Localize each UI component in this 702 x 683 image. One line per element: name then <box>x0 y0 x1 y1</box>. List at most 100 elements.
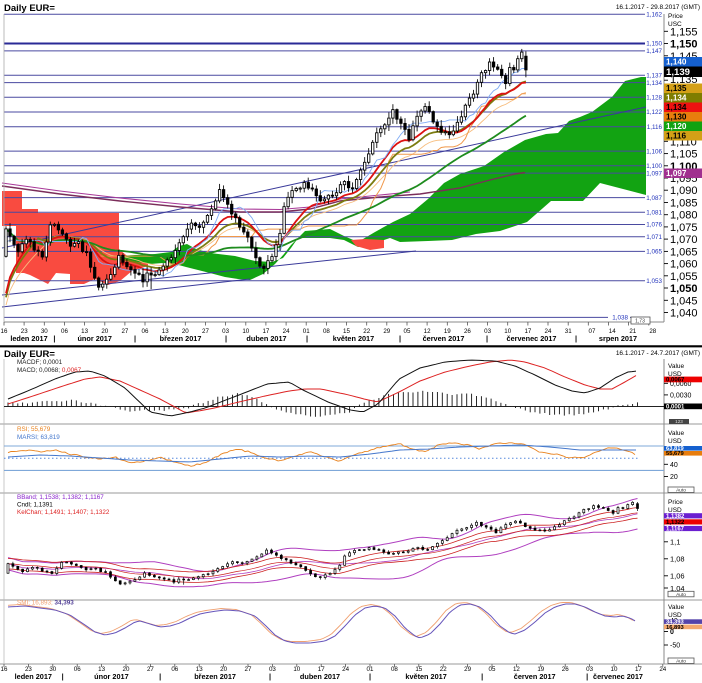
svg-text:Value: Value <box>668 363 685 370</box>
svg-text:06: 06 <box>74 666 81 673</box>
svg-text:|: | <box>53 334 55 343</box>
svg-text:1,162: 1,162 <box>646 11 662 18</box>
svg-text:12: 12 <box>513 666 520 673</box>
svg-text:červenec 2017: červenec 2017 <box>593 672 643 681</box>
svg-text:03: 03 <box>222 328 229 335</box>
svg-text:16.1.2017 - 29.8.2017 (GMT): 16.1.2017 - 29.8.2017 (GMT) <box>616 4 700 11</box>
svg-text:1,097: 1,097 <box>646 170 662 177</box>
svg-text:30: 30 <box>49 666 56 673</box>
svg-text:1,135: 1,135 <box>666 84 687 93</box>
svg-text:63,819: 63,819 <box>666 446 685 452</box>
svg-text:duben 2017: duben 2017 <box>246 334 286 343</box>
svg-text:12: 12 <box>424 328 431 335</box>
svg-text:24: 24 <box>545 328 552 335</box>
svg-text:1,097: 1,097 <box>666 169 687 178</box>
svg-text:13: 13 <box>98 666 105 673</box>
svg-text:1,1322: 1,1322 <box>666 520 685 526</box>
svg-text:20: 20 <box>182 328 189 335</box>
svg-text:16.1.2017 - 24.7.2017 (GMT): 16.1.2017 - 24.7.2017 (GMT) <box>616 350 700 357</box>
svg-text:Value: Value <box>668 430 685 437</box>
svg-text:MACDF; 0,0001: MACDF; 0,0001 <box>17 359 63 366</box>
svg-text:březen 2017: březen 2017 <box>160 334 202 343</box>
svg-text:123: 123 <box>675 419 683 424</box>
svg-text:květen 2017: květen 2017 <box>333 334 374 343</box>
svg-text:Auto: Auto <box>676 659 686 665</box>
svg-text:RSI; 55,679: RSI; 55,679 <box>17 426 51 433</box>
svg-text:03: 03 <box>269 666 276 673</box>
svg-text:1,038: 1,038 <box>612 315 628 322</box>
svg-text:16: 16 <box>1 666 8 673</box>
svg-text:1,73: 1,73 <box>635 319 645 325</box>
svg-text:26: 26 <box>464 328 471 335</box>
svg-text:17: 17 <box>318 666 325 673</box>
svg-text:34,393: 34,393 <box>666 620 685 626</box>
svg-text:14: 14 <box>609 328 616 335</box>
svg-text:24: 24 <box>283 328 290 335</box>
svg-text:1,120: 1,120 <box>666 122 687 131</box>
svg-text:červenec 2017: červenec 2017 <box>507 334 557 343</box>
svg-text:23: 23 <box>25 666 32 673</box>
svg-text:22: 22 <box>363 328 370 335</box>
svg-text:březen 2017: březen 2017 <box>194 672 236 681</box>
svg-text:01: 01 <box>367 666 374 673</box>
svg-text:Value: Value <box>668 604 685 611</box>
svg-text:|: | <box>586 672 588 681</box>
svg-text:0,0001: 0,0001 <box>666 404 685 410</box>
svg-text:15: 15 <box>343 328 350 335</box>
svg-text:USD: USD <box>668 507 682 514</box>
svg-text:1,065: 1,065 <box>670 246 698 258</box>
svg-text:Cndl; 1,1391: Cndl; 1,1391 <box>17 502 53 509</box>
svg-text:1,06: 1,06 <box>670 572 685 581</box>
svg-text:1,105: 1,105 <box>670 149 698 161</box>
svg-text:06: 06 <box>61 328 68 335</box>
svg-text:1,150: 1,150 <box>646 41 662 48</box>
svg-text:08: 08 <box>323 328 330 335</box>
svg-text:40: 40 <box>670 462 678 469</box>
svg-text:20: 20 <box>220 666 227 673</box>
svg-text:13: 13 <box>81 328 88 335</box>
svg-text:|: | <box>369 672 371 681</box>
svg-text:1,040: 1,040 <box>670 308 698 320</box>
svg-text:31: 31 <box>565 328 572 335</box>
svg-text:19: 19 <box>444 328 451 335</box>
svg-text:0,0030: 0,0030 <box>670 393 692 400</box>
svg-text:1,070: 1,070 <box>670 234 698 246</box>
svg-text:27: 27 <box>245 666 252 673</box>
svg-text:1,134: 1,134 <box>646 80 662 87</box>
svg-text:13: 13 <box>196 666 203 673</box>
svg-text:0,0067: 0,0067 <box>666 377 685 383</box>
svg-text:1,050: 1,050 <box>670 283 698 295</box>
svg-text:05: 05 <box>489 666 496 673</box>
svg-text:15: 15 <box>415 666 422 673</box>
svg-text:01: 01 <box>303 328 310 335</box>
svg-text:1,128: 1,128 <box>646 95 662 102</box>
svg-text:únor 2017: únor 2017 <box>94 672 128 681</box>
svg-text:07: 07 <box>589 328 596 335</box>
svg-text:SMI; 16,893; 34,393: SMI; 16,893; 34,393 <box>17 600 74 607</box>
svg-text:Daily EUR=: Daily EUR= <box>4 3 55 14</box>
svg-text:květen 2017: květen 2017 <box>405 672 446 681</box>
svg-text:1,090: 1,090 <box>670 185 698 197</box>
svg-text:1,116: 1,116 <box>647 124 663 131</box>
svg-text:1,053: 1,053 <box>646 278 662 285</box>
svg-text:1,04: 1,04 <box>670 584 685 593</box>
svg-text:červen 2017: červen 2017 <box>423 334 465 343</box>
svg-text:1,134: 1,134 <box>666 103 687 112</box>
svg-text:1,085: 1,085 <box>670 198 698 210</box>
svg-text:1,055: 1,055 <box>670 271 698 283</box>
svg-text:-50: -50 <box>670 643 680 650</box>
svg-text:Price: Price <box>668 13 683 20</box>
svg-text:17: 17 <box>635 666 642 673</box>
svg-text:26: 26 <box>562 666 569 673</box>
svg-text:24: 24 <box>659 666 666 673</box>
svg-text:Auto: Auto <box>676 592 686 598</box>
svg-text:1,065: 1,065 <box>646 249 662 256</box>
svg-text:20: 20 <box>101 328 108 335</box>
svg-text:USC: USC <box>668 21 682 28</box>
svg-text:BBand; 1,1538; 1,1382; 1,1167: BBand; 1,1538; 1,1382; 1,1167 <box>17 494 104 501</box>
svg-text:USD: USD <box>668 438 682 445</box>
svg-text:16: 16 <box>1 328 8 335</box>
svg-text:|: | <box>306 334 308 343</box>
svg-text:55,679: 55,679 <box>666 451 685 457</box>
svg-text:06: 06 <box>171 666 178 673</box>
